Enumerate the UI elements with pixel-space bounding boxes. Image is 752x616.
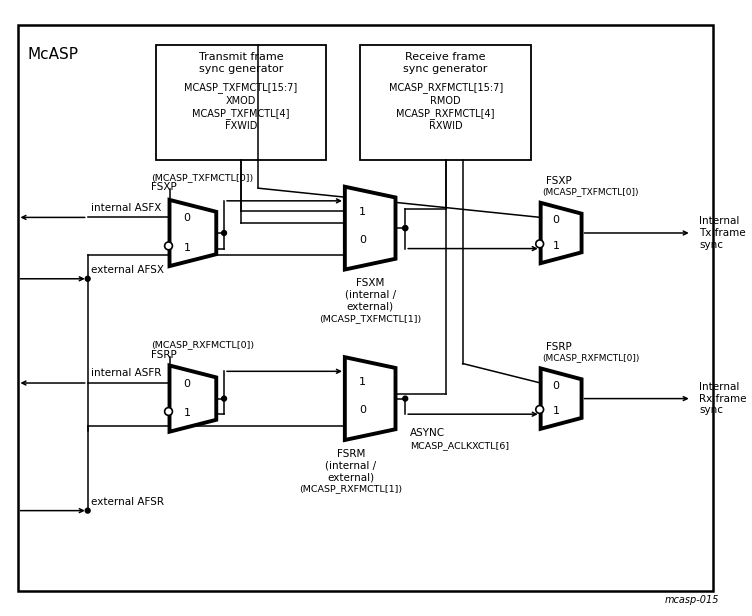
Text: (MCASP_TXFMCTL[0]): (MCASP_TXFMCTL[0]) xyxy=(151,173,253,182)
Text: Rx frame: Rx frame xyxy=(699,394,747,403)
Text: 0: 0 xyxy=(553,381,559,391)
Text: mcasp-015: mcasp-015 xyxy=(665,595,719,606)
Text: FXWID: FXWID xyxy=(225,121,257,131)
Text: 1: 1 xyxy=(183,408,190,418)
Text: MCASP_TXFMCTL[4]: MCASP_TXFMCTL[4] xyxy=(193,108,290,119)
Text: FSXP: FSXP xyxy=(545,176,572,187)
Text: XMOD: XMOD xyxy=(226,95,256,105)
Circle shape xyxy=(222,396,226,401)
Text: external): external) xyxy=(327,472,374,482)
Text: 0: 0 xyxy=(359,235,366,245)
Text: (MCASP_TXFMCTL[1]): (MCASP_TXFMCTL[1]) xyxy=(319,314,421,323)
Text: FSXM: FSXM xyxy=(356,278,384,288)
Text: Tx frame: Tx frame xyxy=(699,228,746,238)
Text: sync generator: sync generator xyxy=(404,64,488,75)
Polygon shape xyxy=(169,365,217,432)
Circle shape xyxy=(222,230,226,235)
Text: sync generator: sync generator xyxy=(199,64,284,75)
Polygon shape xyxy=(541,203,581,263)
Text: (MCASP_RXFMCTL[1]): (MCASP_RXFMCTL[1]) xyxy=(299,484,402,493)
Text: sync: sync xyxy=(699,405,723,415)
Text: external): external) xyxy=(347,302,394,312)
Circle shape xyxy=(535,405,544,413)
Text: RXWID: RXWID xyxy=(429,121,462,131)
Text: FSRP: FSRP xyxy=(545,342,572,352)
Text: Internal: Internal xyxy=(699,382,740,392)
Bar xyxy=(360,45,531,160)
Circle shape xyxy=(403,225,408,230)
Text: (MCASP_RXFMCTL[0]): (MCASP_RXFMCTL[0]) xyxy=(543,353,640,362)
Text: RMOD: RMOD xyxy=(430,95,461,105)
Circle shape xyxy=(85,277,90,282)
Text: Receive frame: Receive frame xyxy=(405,52,486,62)
Circle shape xyxy=(535,240,544,248)
Text: FSRP: FSRP xyxy=(151,350,177,360)
Text: sync: sync xyxy=(699,240,723,249)
Text: 1: 1 xyxy=(553,241,559,251)
Circle shape xyxy=(165,408,172,415)
Text: internal ASFX: internal ASFX xyxy=(90,203,161,213)
Text: 1: 1 xyxy=(359,377,366,387)
Polygon shape xyxy=(169,200,217,266)
Text: (internal /: (internal / xyxy=(344,290,396,300)
Text: 1: 1 xyxy=(359,206,366,217)
Text: 1: 1 xyxy=(553,407,559,416)
Bar xyxy=(156,45,326,160)
Circle shape xyxy=(403,396,408,401)
Text: 0: 0 xyxy=(183,213,190,223)
Text: Internal: Internal xyxy=(699,216,740,226)
Text: 1: 1 xyxy=(183,243,190,253)
Text: McASP: McASP xyxy=(27,47,78,62)
Text: external AFSX: external AFSX xyxy=(90,265,164,275)
Polygon shape xyxy=(345,357,396,440)
Text: Transmit frame: Transmit frame xyxy=(199,52,284,62)
Text: (internal /: (internal / xyxy=(325,460,376,471)
Text: 0: 0 xyxy=(183,379,190,389)
Text: (MCASP_RXFMCTL[0]): (MCASP_RXFMCTL[0]) xyxy=(151,341,254,349)
Text: internal ASFR: internal ASFR xyxy=(90,368,161,378)
Polygon shape xyxy=(345,187,396,270)
Text: ASYNC: ASYNC xyxy=(410,428,445,438)
Text: MCASP_ACLKXCTL[6]: MCASP_ACLKXCTL[6] xyxy=(410,441,509,450)
Text: external AFSR: external AFSR xyxy=(90,497,164,507)
Text: MCASP_RXFMCTL[4]: MCASP_RXFMCTL[4] xyxy=(396,108,495,119)
Text: 0: 0 xyxy=(553,215,559,225)
Text: FSRM: FSRM xyxy=(336,448,365,459)
Circle shape xyxy=(403,225,408,230)
Text: MCASP_TXFMCTL[15:7]: MCASP_TXFMCTL[15:7] xyxy=(184,83,298,93)
Circle shape xyxy=(85,508,90,513)
Circle shape xyxy=(165,242,172,249)
Text: MCASP_RXFMCTL[15:7]: MCASP_RXFMCTL[15:7] xyxy=(389,83,503,93)
Text: FSXP: FSXP xyxy=(151,182,177,192)
Text: (MCASP_TXFMCTL[0]): (MCASP_TXFMCTL[0]) xyxy=(543,188,639,197)
Text: 0: 0 xyxy=(359,405,366,415)
Polygon shape xyxy=(541,368,581,429)
